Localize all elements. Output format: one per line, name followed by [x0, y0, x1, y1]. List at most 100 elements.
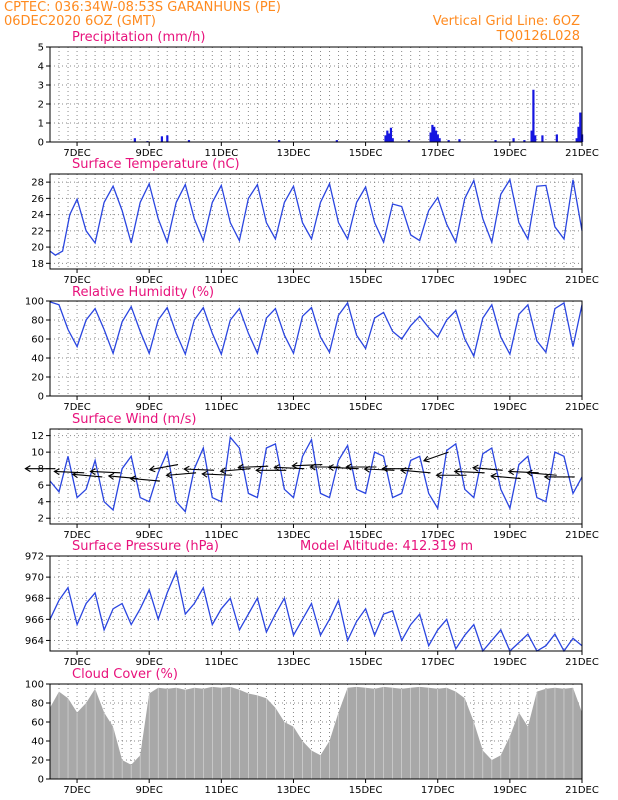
wind-arrow: [454, 470, 485, 474]
wind-arrow: [423, 451, 449, 462]
wind-xtick-label: 11DEC: [204, 530, 238, 541]
precip-ytick-label: 5: [38, 43, 44, 54]
precip-ytick-label: 2: [38, 100, 44, 111]
wind-arrow-head: [435, 471, 442, 479]
wind-ytick-label: 12: [31, 431, 44, 442]
wind-arrow-head: [526, 469, 533, 477]
wind-arrow-head: [148, 465, 156, 473]
precip-plot-area: [50, 47, 582, 142]
wind-arrow-head: [237, 463, 244, 471]
temperature-ytick-label: 20: [31, 243, 44, 254]
pressure-ytick-label: 968: [25, 594, 44, 605]
wind-arrow-head: [183, 465, 190, 473]
precip-bar: [436, 134, 439, 142]
wind-arrow-head: [24, 465, 31, 473]
temperature-xtick-label: 13DEC: [277, 275, 311, 286]
precip-title: Precipitation (mm/h): [72, 30, 205, 45]
humidity-ytick-label: 40: [31, 354, 44, 365]
cloud-frame: [49, 683, 583, 780]
pressure-xtick-label: 11DEC: [204, 657, 238, 668]
temperature-xtick-label: 9DEC: [135, 275, 162, 286]
wind-arrow-head: [291, 462, 298, 470]
temperature-title: Surface Temperature (nC): [72, 157, 240, 172]
wind-ytick-label: 10: [31, 448, 44, 459]
precip-bar: [530, 130, 533, 142]
precip-ytick-label: 3: [38, 81, 44, 92]
cloud-xtick-label: 19DEC: [493, 785, 527, 796]
pressure-xtick-label: 15DEC: [349, 657, 383, 668]
precip-panel: 0 1 2 3 4 5 7DEC 9DEC 11DEC 13DEC 15DEC 17DEC 19DEC 2…: [38, 43, 599, 160]
precip-bar: [386, 130, 389, 142]
wind-xtick-label: 19DEC: [493, 530, 527, 541]
wind-arrow: [292, 463, 323, 467]
wind-arrow-head: [255, 466, 262, 474]
wind-panel: 2 4 6 8 10 12 7DEC 9DEC 11DEC 13DEC 15DEC 17DEC 19DE…: [24, 428, 599, 541]
precip-bar: [278, 140, 281, 142]
temperature-xtick-label: 11DEC: [204, 275, 238, 286]
precip-xtick-label: 19DEC: [493, 148, 527, 159]
pressure-ytick-label: 972: [25, 552, 44, 563]
humidity-ytick-label: 100: [25, 297, 44, 308]
precip-bar: [575, 138, 578, 142]
temperature-xtick-label: 7DEC: [63, 275, 90, 286]
humidity-xtick-label: 15DEC: [349, 402, 383, 413]
precip-bar: [579, 112, 582, 142]
humidity-panel: 0 20 40 60 80 100 7DEC 9DEC 11DEC 13DEC 15DEC 17DEC…: [25, 297, 599, 414]
precip-xtick-label: 13DEC: [277, 148, 311, 159]
wind-frame: [49, 428, 583, 525]
temperature-xtick-label: 19DEC: [493, 275, 527, 286]
precip-bar: [389, 127, 393, 142]
precip-bar: [160, 136, 164, 142]
temperature-series-line: [49, 177, 583, 256]
precip-frame: [49, 46, 583, 143]
precip-xtick-label: 17DEC: [421, 148, 455, 159]
humidity-xtick-label: 19DEC: [493, 402, 527, 413]
wind-arrow-head: [363, 465, 370, 473]
wind-arrow-head: [89, 468, 96, 476]
wind-arrow-head: [107, 472, 115, 480]
temperature-frame: [49, 173, 583, 270]
humidity-xtick-label: 7DEC: [63, 402, 90, 413]
wind-ytick-label: 6: [38, 481, 44, 492]
humidity-frame: [49, 300, 583, 397]
wind-arrow: [508, 470, 539, 474]
cloud-xtick-label: 13DEC: [277, 785, 311, 796]
cloud-xtick-label: 7DEC: [63, 785, 90, 796]
pressure-title: Surface Pressure (hPa): [72, 539, 219, 554]
precip-bar: [541, 135, 544, 142]
wind-arrow: [184, 468, 215, 471]
temperature-ytick-label: 22: [31, 226, 44, 237]
precip-bar: [384, 135, 387, 142]
wind-xtick-label: 15DEC: [349, 530, 383, 541]
wind-arrow: [202, 473, 233, 476]
wind-arrow-head: [327, 464, 334, 472]
precip-bar: [407, 140, 411, 142]
precip-bar: [458, 139, 461, 142]
wind-arrow: [166, 472, 197, 476]
precip-bar: [447, 140, 450, 142]
temperature-ytick-label: 26: [31, 194, 44, 205]
humidity-plot-area: [50, 301, 582, 396]
temperature-xtick-label: 17DEC: [421, 275, 455, 286]
temperature-panel: 18 20 22 24 26 28 7DEC 9DEC 11DEC 13DEC 15DEC 17DEC…: [31, 173, 599, 286]
pressure-xtick-label: 21DEC: [565, 657, 599, 668]
pressure-panel: 964 966 968 970 972 7DEC 9DEC 11DEC 13DEC 15DEC 17…: [25, 552, 599, 669]
humidity-xtick-label: 17DEC: [421, 402, 455, 413]
cloud-ytick-label: 0: [38, 775, 44, 786]
run-id: TQ0126L028: [496, 29, 580, 44]
wind-arrow-head: [472, 464, 479, 472]
cloud-title: Cloud Cover (%): [72, 667, 178, 682]
wind-arrow: [473, 467, 503, 471]
wind-arrow-head: [129, 475, 136, 483]
cloud-xtick-label: 15DEC: [349, 785, 383, 796]
precip-bar: [512, 138, 515, 142]
wind-arrow: [220, 468, 251, 472]
wind-arrow: [527, 472, 557, 476]
humidity-series-line: [49, 301, 583, 358]
wind-xtick-label: 17DEC: [421, 530, 455, 541]
pressure-xtick-label: 13DEC: [277, 657, 311, 668]
wind-arrow-head: [273, 464, 280, 472]
cloud-xtick-label: 11DEC: [204, 785, 238, 796]
precip-bar: [391, 138, 394, 142]
